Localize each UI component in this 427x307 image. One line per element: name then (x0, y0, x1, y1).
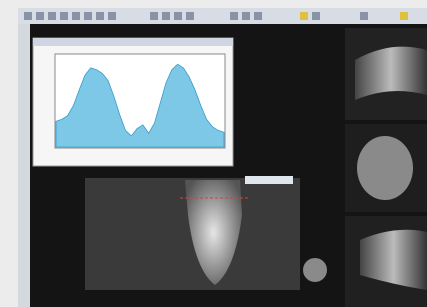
window-title-bar (33, 38, 233, 46)
label-box (245, 176, 293, 184)
axial-image (357, 136, 413, 200)
screenshot (0, 0, 427, 307)
skull-icon (303, 258, 327, 282)
side-toolbar (18, 24, 30, 307)
